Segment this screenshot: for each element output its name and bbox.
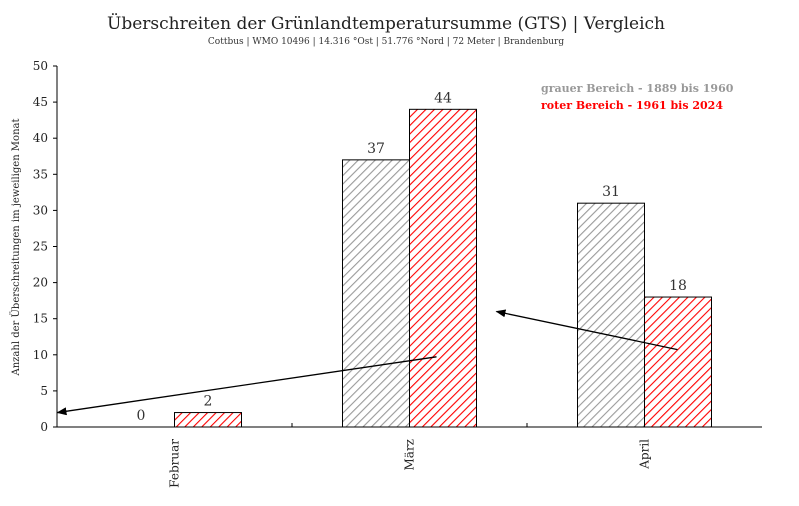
y-tick-label: 40 bbox=[33, 131, 48, 145]
bar-red-februar bbox=[174, 412, 242, 428]
bar-grey-märz bbox=[342, 159, 410, 428]
y-tick-label: 35 bbox=[33, 167, 48, 181]
chart-subtitle: Cottbus | WMO 10496 | 14.316 °Ost | 51.7… bbox=[208, 37, 564, 47]
x-tick-label: Februar bbox=[168, 439, 182, 488]
data-label: 37 bbox=[367, 141, 385, 157]
bars bbox=[174, 108, 712, 428]
annotation-arrow bbox=[56, 356, 437, 416]
y-tick-label: 50 bbox=[33, 59, 48, 73]
y-axis-label: Anzahl der Überschreitungen im jeweilige… bbox=[10, 119, 22, 377]
y-tick-label: 10 bbox=[33, 348, 48, 362]
y-tick-label: 5 bbox=[40, 384, 48, 398]
chart-title: Überschreiten der Grünlandtemperatursumm… bbox=[107, 13, 665, 34]
bar-grey-april bbox=[577, 202, 645, 428]
y-tick-label: 45 bbox=[33, 95, 48, 109]
data-label: 0 bbox=[137, 408, 146, 424]
x-tick-label: März bbox=[403, 439, 417, 471]
y-tick-label: 0 bbox=[40, 420, 48, 434]
data-label: 31 bbox=[602, 184, 620, 200]
x-tick-label: April bbox=[638, 439, 652, 470]
y-tick-label: 25 bbox=[33, 240, 48, 254]
y-tick-label: 20 bbox=[33, 276, 48, 290]
data-label: 18 bbox=[669, 278, 687, 294]
y-tick-label: 30 bbox=[33, 203, 48, 217]
y-tick-label: 15 bbox=[33, 312, 48, 326]
annotation-arrow bbox=[495, 309, 678, 351]
bar-red-april bbox=[644, 296, 712, 428]
legend: grauer Bereich - 1889 bis 1960 roter Ber… bbox=[541, 82, 734, 112]
data-labels: 0 37 31 2 44 18 bbox=[137, 90, 687, 424]
data-label: 2 bbox=[204, 394, 213, 410]
legend-entry-grey: grauer Bereich - 1889 bis 1960 bbox=[541, 82, 734, 95]
legend-entry-red: roter Bereich - 1961 bis 2024 bbox=[541, 99, 723, 112]
bar-red-märz bbox=[409, 108, 477, 428]
data-label: 44 bbox=[434, 90, 452, 106]
annotations bbox=[56, 309, 678, 416]
